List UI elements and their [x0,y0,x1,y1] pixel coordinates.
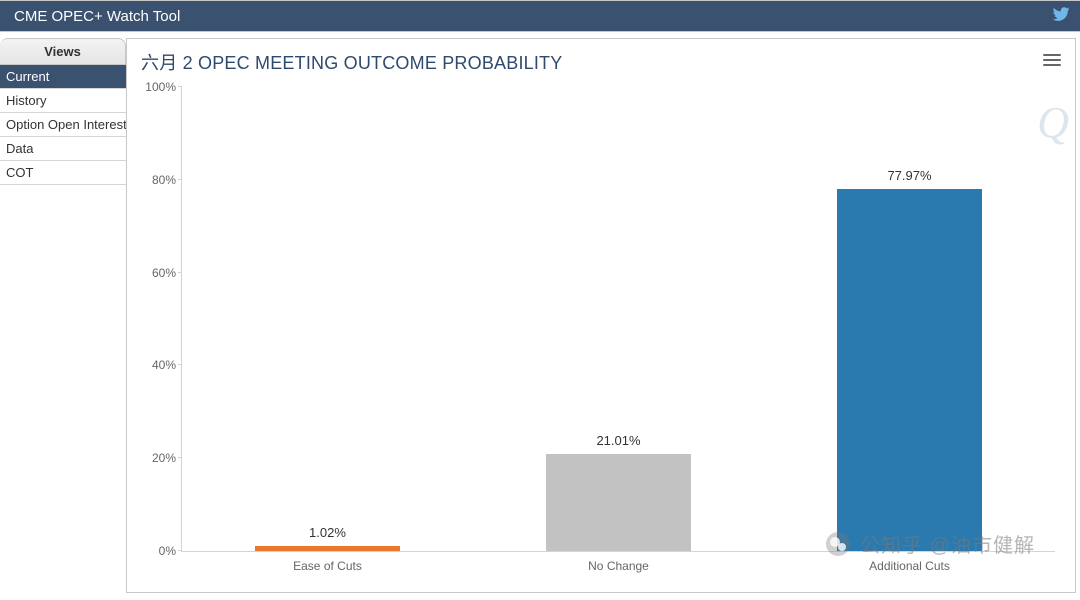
twitter-icon[interactable] [1052,5,1070,27]
bar-value-label: 21.01% [559,433,679,448]
chart-menu-icon[interactable] [1043,51,1061,69]
y-tick-mark [178,364,182,365]
bar-value-label: 77.97% [850,168,970,183]
y-tick-mark [178,550,182,551]
chart-bar[interactable] [255,546,400,551]
y-tick-mark [178,179,182,180]
y-tick-label: 0% [142,544,176,558]
y-tick-label: 80% [142,173,176,187]
app-header: CME OPEC+ Watch Tool [0,0,1080,32]
sidebar: Views CurrentHistoryOption Open Interest… [0,32,126,597]
chart-plot: 0%20%40%60%80%100%1.02%Ease of Cuts21.01… [181,87,1055,552]
x-category-label: No Change [588,559,649,573]
chart-panel: 六月 2 OPEC MEETING OUTCOME PROBABILITY Q … [126,38,1076,593]
chart-plot-inner: 0%20%40%60%80%100%1.02%Ease of Cuts21.01… [181,87,1055,552]
sidebar-item-option-open-interest[interactable]: Option Open Interest [0,113,126,137]
sidebar-item-current[interactable]: Current [0,65,126,89]
sidebar-item-data[interactable]: Data [0,137,126,161]
sidebar-heading: Views [0,38,126,65]
sidebar-item-history[interactable]: History [0,89,126,113]
y-tick-label: 60% [142,266,176,280]
sidebar-item-cot[interactable]: COT [0,161,126,185]
y-tick-mark [178,457,182,458]
chart-bar[interactable] [546,454,691,551]
x-category-label: Ease of Cuts [293,559,362,573]
x-category-label: Additional Cuts [869,559,950,573]
y-tick-label: 100% [142,80,176,94]
app-title: CME OPEC+ Watch Tool [14,8,180,25]
chart-title: 六月 2 OPEC MEETING OUTCOME PROBABILITY [127,39,1075,75]
y-tick-label: 20% [142,451,176,465]
y-tick-mark [178,272,182,273]
main-area: Views CurrentHistoryOption Open Interest… [0,32,1080,597]
sidebar-list: CurrentHistoryOption Open InterestDataCO… [0,65,126,185]
chart-bar[interactable] [837,189,982,551]
y-tick-mark [178,86,182,87]
bar-value-label: 1.02% [267,525,387,540]
y-tick-label: 40% [142,358,176,372]
